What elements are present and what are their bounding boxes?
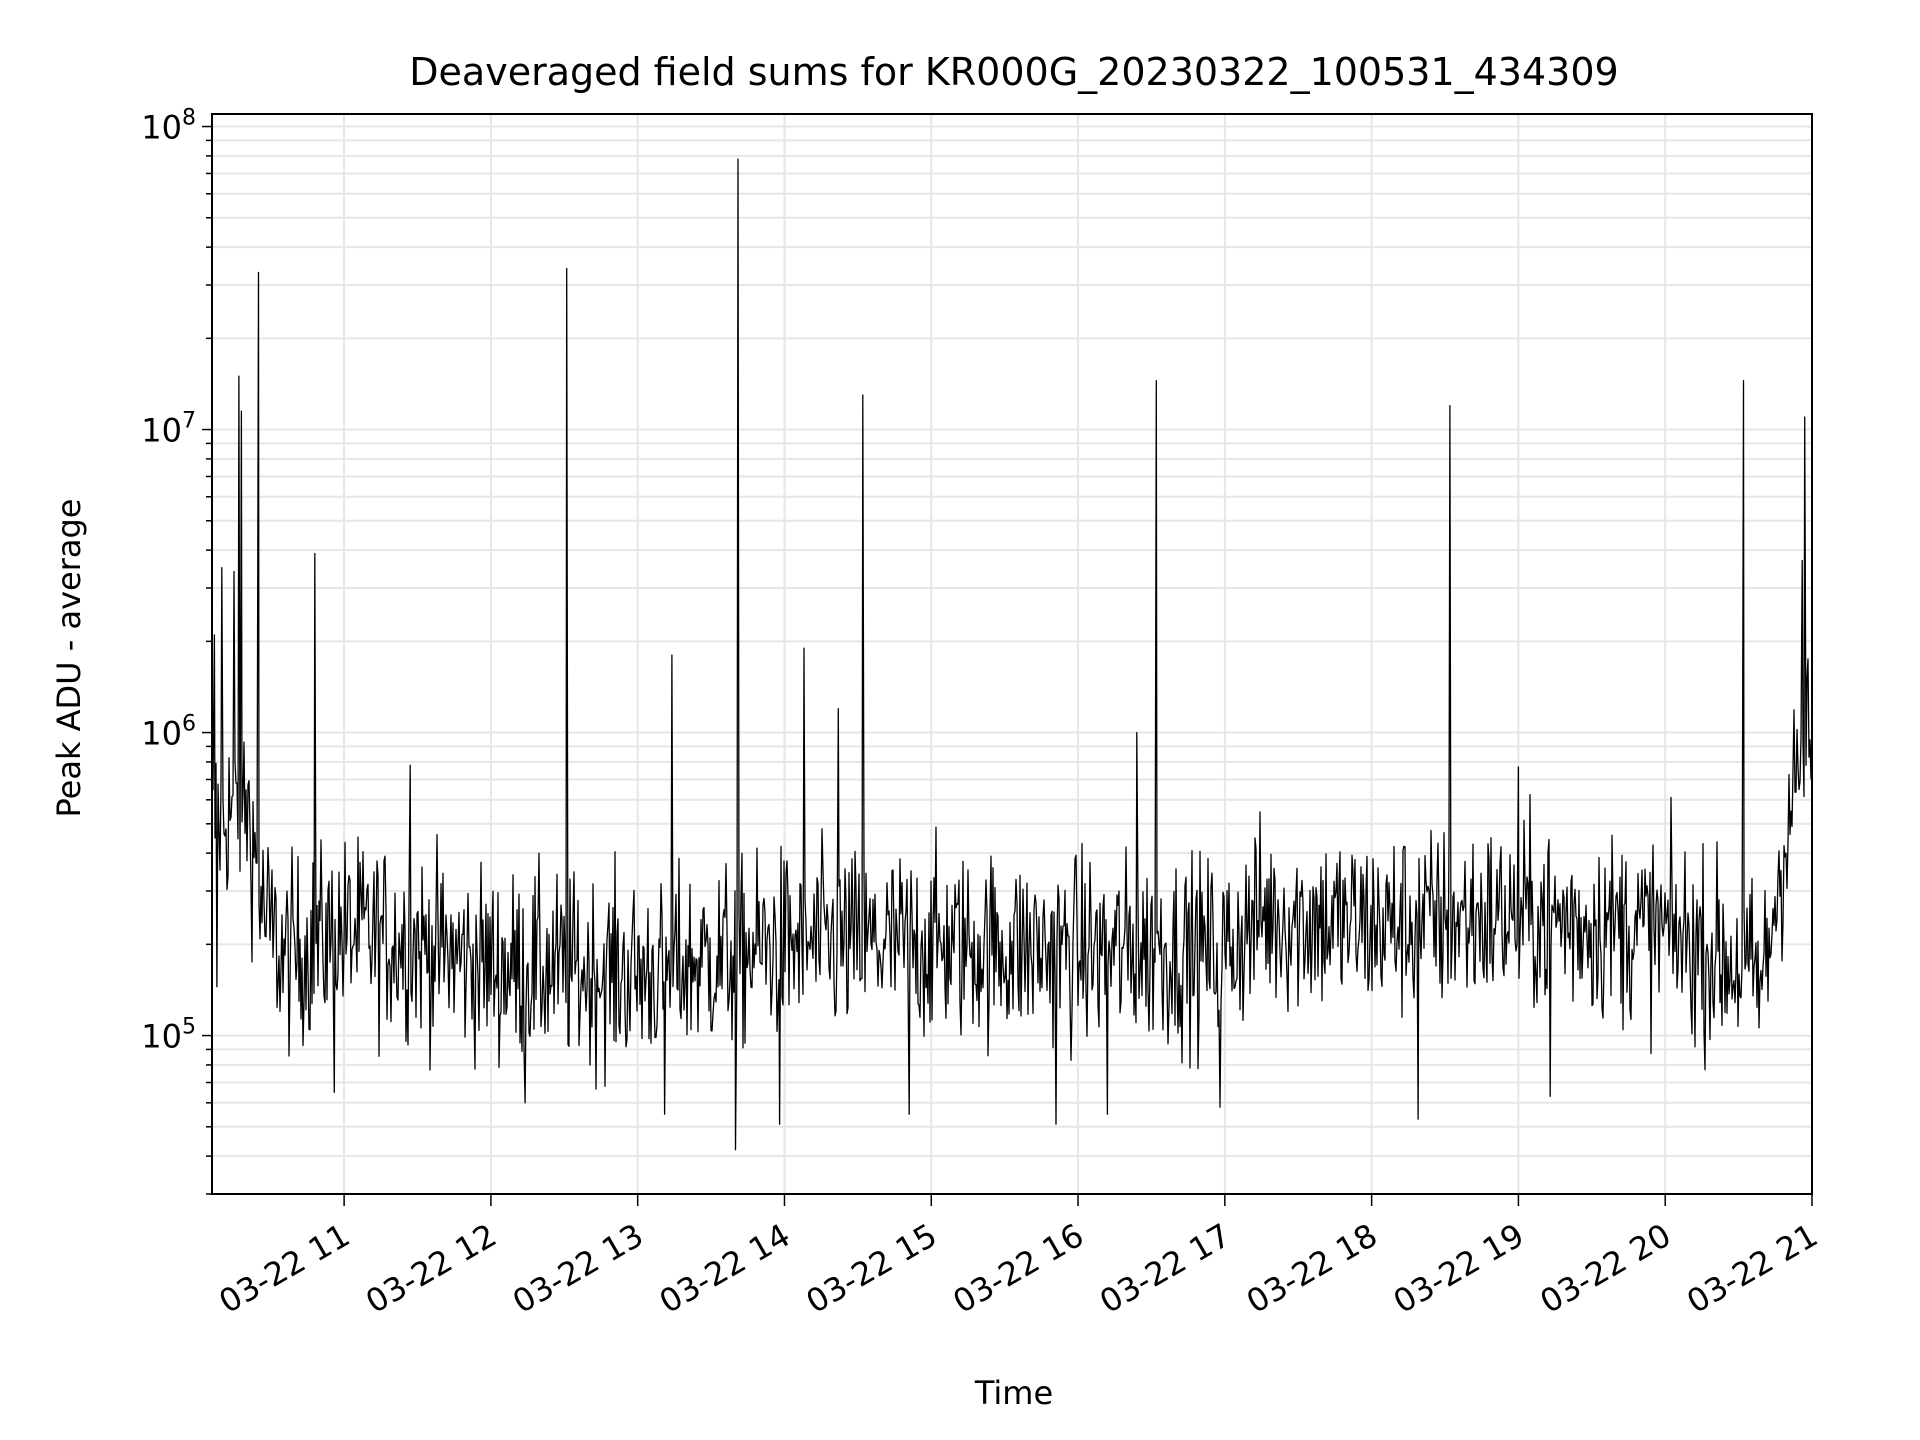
y-axis-label: Peak ADU - average [50,499,88,818]
y-axis: 105 106 107 108 [141,106,212,1195]
y-tick-label: 105 [141,1015,196,1056]
plot-frame [211,113,1813,1195]
x-axis-label: Time [974,1374,1053,1412]
y-tick-label: 106 [141,712,196,753]
series-peak-adu [211,158,1813,1151]
grid [212,114,1813,1195]
chart-title: Deaveraged field sums for KR000G_2023032… [409,50,1618,94]
data-line [211,158,1813,1151]
y-tick-label: 108 [141,106,196,147]
y-tick-label: 107 [141,409,196,450]
